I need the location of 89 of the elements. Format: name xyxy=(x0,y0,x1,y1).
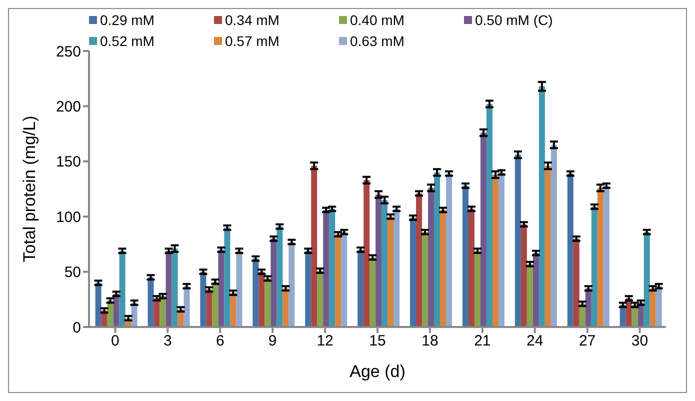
bar xyxy=(184,286,190,327)
bar xyxy=(567,174,574,327)
x-tick-label: 24 xyxy=(526,332,544,350)
bar xyxy=(329,208,336,327)
bar xyxy=(364,180,370,327)
x-tick-label: 15 xyxy=(369,332,386,350)
bar xyxy=(492,174,498,327)
x-tick-label: 12 xyxy=(316,332,334,350)
bar xyxy=(341,232,348,327)
bar xyxy=(550,144,557,327)
bar xyxy=(416,193,422,327)
bar xyxy=(498,172,504,327)
y-tick-label: 250 xyxy=(56,43,81,60)
bar xyxy=(462,186,468,327)
x-tick-label: 3 xyxy=(164,332,172,350)
legend-label: 0.29 mM xyxy=(100,12,154,28)
legend-label: 0.40 mM xyxy=(350,12,404,28)
bar xyxy=(440,210,446,327)
bar xyxy=(474,250,480,327)
legend-label: 0.63 mM xyxy=(350,32,404,48)
bar xyxy=(486,104,492,327)
bar xyxy=(305,250,312,327)
bar xyxy=(276,226,283,327)
bar xyxy=(270,238,277,327)
bar xyxy=(422,232,428,327)
bar xyxy=(224,228,230,327)
bar xyxy=(212,282,218,327)
bar xyxy=(520,224,527,327)
bar xyxy=(468,208,474,327)
bar xyxy=(591,206,598,327)
bar xyxy=(288,242,295,327)
bar xyxy=(230,292,236,327)
x-tick-label: 27 xyxy=(578,332,596,350)
bar xyxy=(603,186,610,327)
bar xyxy=(376,194,382,327)
bar xyxy=(264,278,271,327)
x-axis-title: Age (d) xyxy=(350,362,406,381)
bar xyxy=(258,272,265,327)
y-tick-label: 150 xyxy=(56,154,81,171)
bar xyxy=(311,166,318,327)
x-tick-label: 9 xyxy=(268,332,277,350)
bar xyxy=(218,250,224,327)
y-axis-title: Total protein (mg/L) xyxy=(20,116,40,262)
bar xyxy=(514,154,521,327)
bar xyxy=(434,172,440,327)
x-tick-label: 6 xyxy=(216,332,224,350)
bar xyxy=(480,132,486,327)
bar xyxy=(95,282,102,327)
bar xyxy=(394,208,400,327)
y-tick-label: 50 xyxy=(64,264,81,282)
bar xyxy=(597,188,604,327)
x-tick-label: 18 xyxy=(422,332,438,350)
bar xyxy=(323,210,330,327)
legend-label: 0.50 mM (C) xyxy=(475,12,553,28)
bar xyxy=(446,174,452,327)
bar xyxy=(335,234,342,327)
bar xyxy=(119,250,126,327)
bar xyxy=(428,188,434,327)
legend-label: 0.52 mM xyxy=(100,32,154,48)
bar xyxy=(236,250,242,327)
bar xyxy=(532,253,539,327)
bar xyxy=(370,257,376,327)
bar xyxy=(650,288,656,327)
bar xyxy=(317,270,324,327)
bar xyxy=(282,288,289,327)
bar xyxy=(252,258,259,327)
bar xyxy=(573,238,580,327)
bar xyxy=(382,200,388,327)
bar xyxy=(526,264,533,327)
bar xyxy=(358,250,364,327)
bar xyxy=(544,166,551,327)
bar xyxy=(644,232,650,327)
bar xyxy=(172,248,178,327)
bar xyxy=(410,218,416,327)
y-tick-label: 100 xyxy=(56,208,81,226)
x-tick-label: 0 xyxy=(111,332,120,350)
bar xyxy=(148,277,154,327)
bar xyxy=(538,86,545,327)
y-tick-label: 0 xyxy=(72,319,81,336)
bar xyxy=(200,272,206,327)
bar xyxy=(388,216,394,327)
bar xyxy=(166,250,172,327)
y-tick-label: 200 xyxy=(56,98,81,116)
bar xyxy=(656,286,662,327)
x-tick-label: 21 xyxy=(474,332,491,350)
legend-label: 0.57 mM xyxy=(225,32,280,48)
x-tick-label: 30 xyxy=(631,332,648,350)
legend-label: 0.34 mM xyxy=(225,12,280,28)
bar xyxy=(206,289,212,327)
